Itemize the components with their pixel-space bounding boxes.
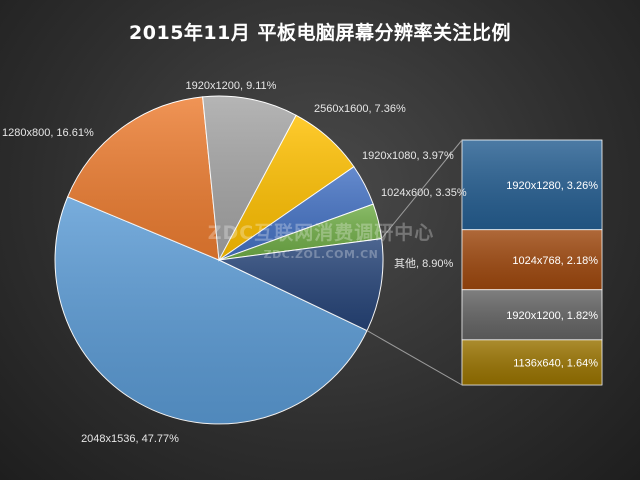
bar-segment-1136x640-shade	[462, 339, 602, 385]
slice-label-2048x1536: 2048x1536, 47.77%	[81, 433, 179, 445]
slice-label-other: 其他, 8.90%	[394, 257, 454, 270]
chart-title: 2015年11月 平板电脑屏幕分辨率关注比例	[129, 22, 511, 44]
slice-label-1920x1080: 1920x1080, 3.97%	[362, 150, 454, 162]
pie-slice-1920x1080-shade	[219, 166, 374, 260]
connector-line-bottom	[366, 330, 463, 386]
pie-slice-other-shade	[219, 238, 384, 331]
slice-label-1920x1200: 1920x1200, 9.11%	[186, 80, 277, 92]
bar-label-1136x640: 1136x640, 1.64%	[513, 357, 598, 369]
slice-label-2560x1600: 2560x1600, 7.36%	[314, 103, 406, 115]
connector-line-top	[381, 139, 463, 239]
pie-slice-2560x1600-shade	[219, 115, 354, 261]
bar-label-1920x1200: 1920x1200, 1.82%	[506, 310, 598, 322]
bar-segment-1920x1280-shade	[462, 140, 602, 230]
pie-slice-1024x600-shade	[219, 204, 382, 260]
pie-slice-1280x800-shade	[67, 96, 219, 260]
pie-slice-1920x1200-shade	[202, 96, 297, 260]
slice-label-1280x800: 1280x800, 16.61%	[2, 127, 94, 139]
bar-label-1024x768: 1024x768, 2.18%	[512, 255, 598, 267]
slice-label-1024x600: 1024x600, 3.35%	[381, 187, 467, 199]
bar-segment-1024x768-shade	[462, 229, 602, 290]
bar-label-1920x1280: 1920x1280, 3.26%	[506, 180, 598, 192]
pie-slice-2048x1536-shade	[55, 196, 368, 424]
bar-segment-1920x1200-shade	[462, 289, 602, 340]
